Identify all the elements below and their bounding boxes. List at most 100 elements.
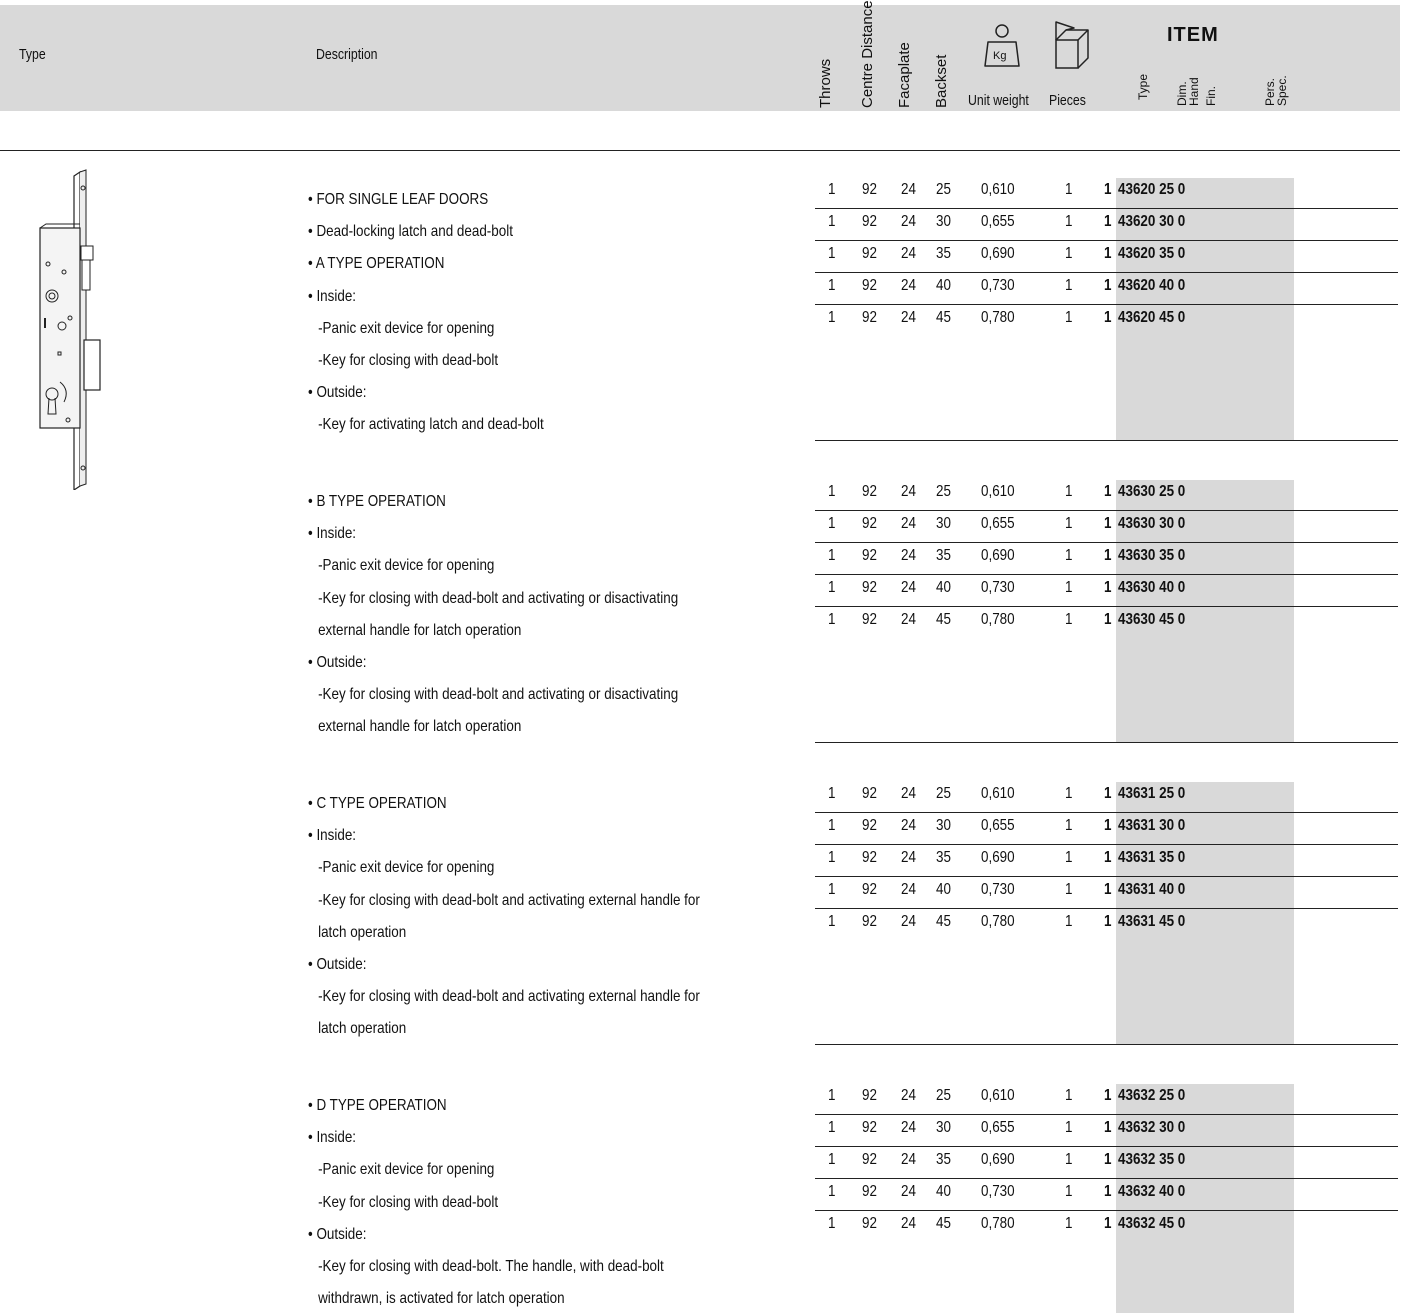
item-type-cell: 1 <box>1104 881 1112 898</box>
item-code-cell: 43620 45 0 <box>1118 309 1186 326</box>
faceplate-cell: 24 <box>901 515 916 532</box>
item-code-cell: 43632 40 0 <box>1118 1183 1186 1200</box>
item-code-cell: 43630 30 0 <box>1118 515 1186 532</box>
weight-icon: Kg <box>982 20 1022 70</box>
table-row: 1 92 24 40 0,730 1 1 43620 40 0 <box>815 273 1398 305</box>
centre-distance-cell: 92 <box>862 309 877 326</box>
item-hand-subheader: Hand <box>1187 77 1201 106</box>
backset-cell: 45 <box>936 309 951 326</box>
description-line: -Key for closing with dead-bolt and acti… <box>318 589 679 607</box>
item-code-cell: 43630 45 0 <box>1118 611 1186 628</box>
item-type-cell: 1 <box>1104 483 1112 500</box>
description-line: • A TYPE OPERATION <box>308 255 445 273</box>
item-type-cell: 1 <box>1104 849 1112 866</box>
description-line: • FOR SINGLE LEAF DOORS <box>308 191 489 208</box>
backset-cell: 40 <box>936 881 951 898</box>
item-type-subheader: Type <box>1136 73 1150 100</box>
unit-weight-cell: 0,610 <box>981 181 1015 198</box>
centre-distance-cell: 92 <box>862 515 877 532</box>
faceplate-cell: 24 <box>901 547 916 564</box>
centre-distance-column-header: Centre Distance <box>859 0 876 108</box>
row-divider <box>815 542 1398 543</box>
table-row: 1 92 24 25 0,610 1 1 43620 25 0 <box>815 177 1398 209</box>
table-row: 1 92 24 35 0,690 1 1 43630 35 0 <box>815 543 1398 575</box>
throws-column-header: Throws <box>817 58 834 108</box>
row-divider <box>815 272 1398 273</box>
table-row: 1 92 24 25 0,610 1 1 43630 25 0 <box>815 479 1398 511</box>
type-column-header: Type <box>19 46 46 63</box>
faceplate-cell: 24 <box>901 849 916 866</box>
row-divider <box>815 208 1398 209</box>
backset-cell: 45 <box>936 1215 951 1232</box>
description-line: -Key for closing with dead-bolt and acti… <box>318 988 700 1006</box>
header-divider <box>0 150 1400 151</box>
description-line: -Key for closing with dead-bolt <box>318 351 499 369</box>
row-divider <box>815 844 1398 845</box>
group-c-description: • C TYPE OPERATION • Inside: -Panic exit… <box>308 788 808 1046</box>
backset-cell: 35 <box>936 547 951 564</box>
centre-distance-cell: 92 <box>862 785 877 802</box>
pieces-cell: 1 <box>1065 881 1073 898</box>
throws-cell: 1 <box>828 817 836 834</box>
throws-cell: 1 <box>828 881 836 898</box>
unit-weight-cell: 0,730 <box>981 881 1015 898</box>
table-row: 1 92 24 30 0,655 1 1 43630 30 0 <box>815 511 1398 543</box>
unit-weight-cell: 0,730 <box>981 277 1015 294</box>
description-line: • Dead-locking latch and dead-bolt <box>308 223 513 241</box>
pieces-cell: 1 <box>1065 181 1073 198</box>
unit-weight-cell: 0,655 <box>981 817 1015 834</box>
unit-weight-cell: 0,655 <box>981 213 1015 230</box>
description-line: -Panic exit device for opening <box>318 557 495 575</box>
description-line: -Panic exit device for opening <box>318 319 495 337</box>
row-divider <box>815 1146 1398 1147</box>
unit-weight-cell: 0,780 <box>981 913 1015 930</box>
throws-cell: 1 <box>828 1119 836 1136</box>
table-row: 1 92 24 45 0,780 1 1 43630 45 0 <box>815 607 1398 639</box>
pieces-cell: 1 <box>1065 849 1073 866</box>
backset-cell: 25 <box>936 181 951 198</box>
faceplate-cell: 24 <box>901 1119 916 1136</box>
unit-weight-cell: 0,690 <box>981 547 1015 564</box>
description-line: external handle for latch operation <box>318 718 522 736</box>
description-line: • Outside: <box>308 1225 367 1243</box>
table-row: 1 92 24 35 0,690 1 1 43631 35 0 <box>815 845 1398 877</box>
faceplate-cell: 24 <box>901 277 916 294</box>
description-line: • Outside: <box>308 384 367 402</box>
row-divider <box>815 240 1398 241</box>
backset-cell: 35 <box>936 849 951 866</box>
backset-cell: 30 <box>936 1119 951 1136</box>
centre-distance-cell: 92 <box>862 881 877 898</box>
item-code-cell: 43630 25 0 <box>1118 483 1186 500</box>
faceplate-cell: 24 <box>901 817 916 834</box>
description-line: -Key for closing with dead-bolt and acti… <box>318 891 700 909</box>
faceplate-cell: 24 <box>901 579 916 596</box>
backset-cell: 25 <box>936 1087 951 1104</box>
item-code-cell: 43632 45 0 <box>1118 1215 1186 1232</box>
description-line: • C TYPE OPERATION <box>308 795 447 812</box>
unit-weight-column-header: Unit weight <box>968 92 1029 109</box>
throws-cell: 1 <box>828 1087 836 1104</box>
faceplate-cell: 24 <box>901 1087 916 1104</box>
unit-weight-cell: 0,610 <box>981 1087 1015 1104</box>
pieces-cell: 1 <box>1065 785 1073 802</box>
item-section-title: ITEM <box>1167 24 1219 46</box>
item-code-cell: 43631 30 0 <box>1118 817 1186 834</box>
centre-distance-cell: 92 <box>862 579 877 596</box>
item-type-cell: 1 <box>1104 1151 1112 1168</box>
table-header-band <box>0 5 1400 111</box>
item-code-cell: 43632 30 0 <box>1118 1119 1186 1136</box>
centre-distance-cell: 92 <box>862 277 877 294</box>
throws-cell: 1 <box>828 611 836 628</box>
unit-weight-cell: 0,780 <box>981 1215 1015 1232</box>
backset-cell: 45 <box>936 611 951 628</box>
pieces-cell: 1 <box>1065 1151 1073 1168</box>
faceplate-column-header: Facaplate <box>896 42 913 108</box>
centre-distance-cell: 92 <box>862 817 877 834</box>
item-code-cell: 43630 40 0 <box>1118 579 1186 596</box>
centre-distance-cell: 92 <box>862 1151 877 1168</box>
table-row: 1 92 24 45 0,780 1 1 43620 45 0 <box>815 305 1398 337</box>
item-type-cell: 1 <box>1104 245 1112 262</box>
row-divider <box>815 1178 1398 1179</box>
throws-cell: 1 <box>828 181 836 198</box>
item-code-cell: 43630 35 0 <box>1118 547 1186 564</box>
